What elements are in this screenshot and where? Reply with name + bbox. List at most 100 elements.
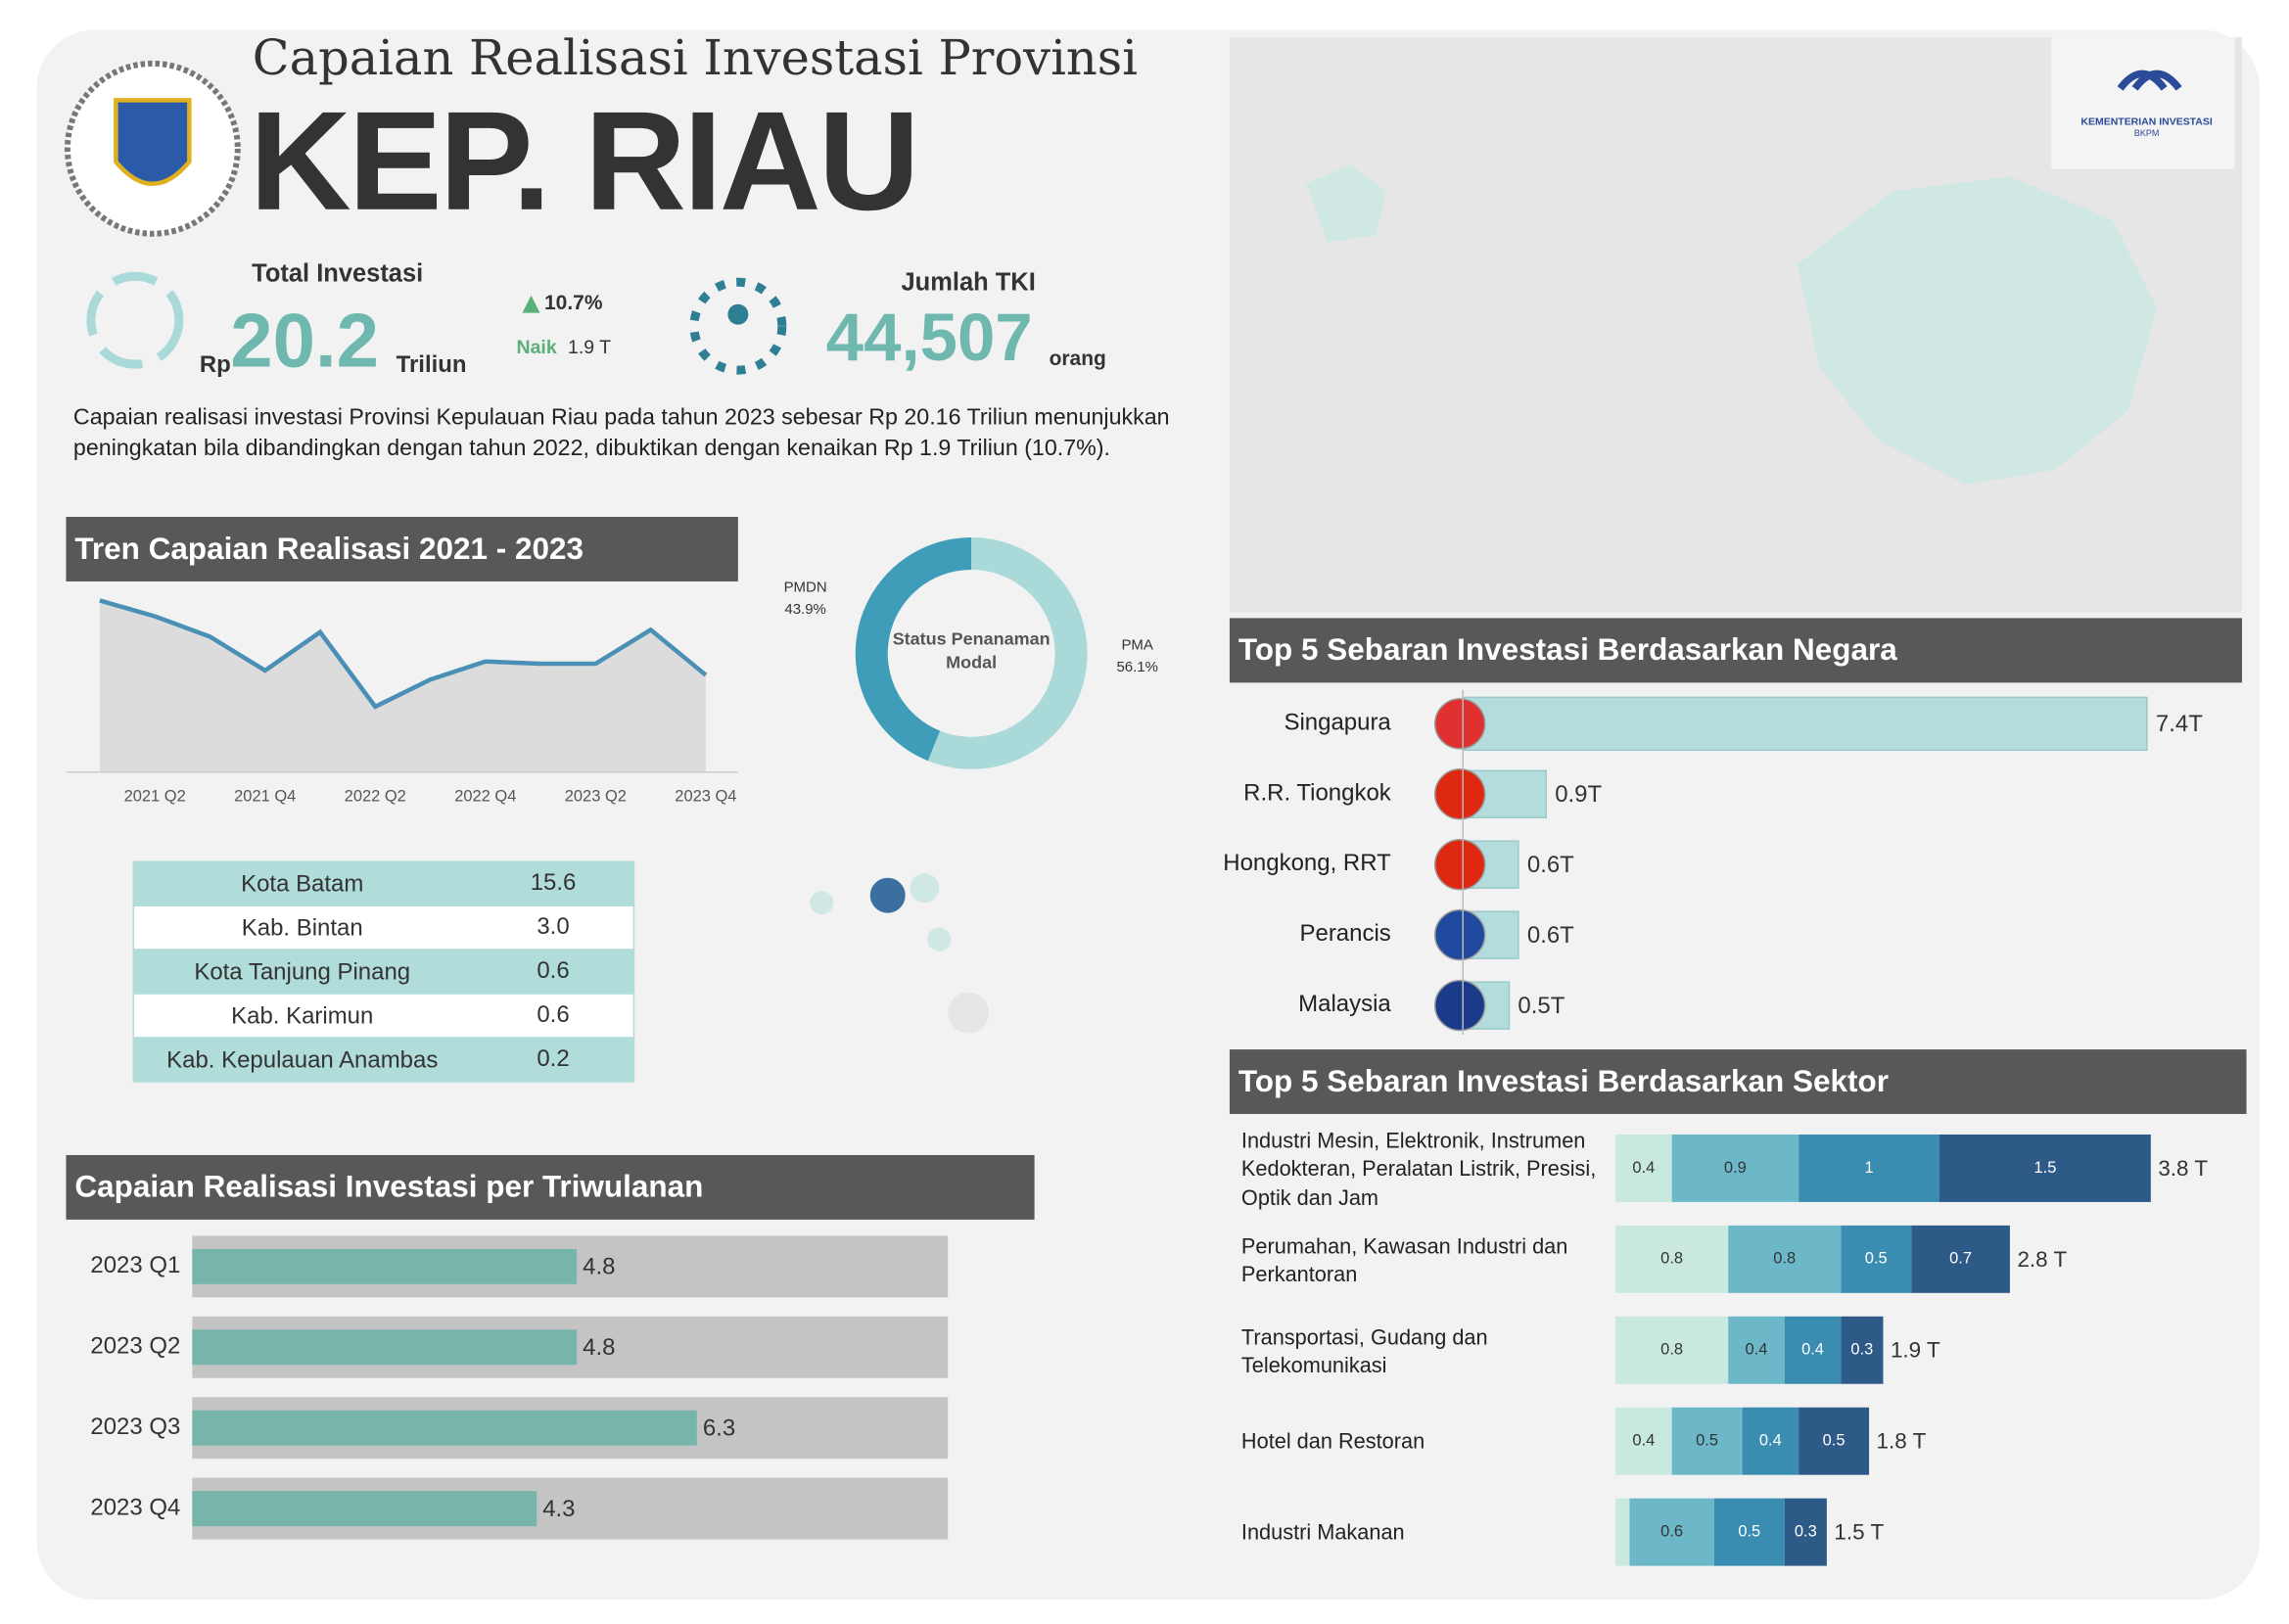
category-label-box: Perancis <box>1299 921 1391 948</box>
category-label: Transportasi, Gudang dan Telekomunikasi <box>1240 1325 1488 1378</box>
investment-icon <box>86 271 184 369</box>
riau-map <box>810 873 990 1034</box>
bar-segment <box>1784 1316 1842 1384</box>
bar-segment <box>1615 1225 1729 1293</box>
bar-segment <box>1615 1498 1630 1566</box>
bar-segment <box>1713 1498 1785 1566</box>
segment-label: 0.4 <box>1632 1432 1655 1450</box>
category-label: 2023 Q3 <box>90 1414 180 1440</box>
category-label: Perumahan, Kawasan Industri dan Perkanto… <box>1240 1234 1568 1287</box>
bar-value-label: 0.6T <box>1527 852 1574 878</box>
donut-center-title: Status Penanaman Modal <box>892 627 1051 673</box>
flag <box>1433 908 1486 961</box>
slice-value: 43.9% <box>784 601 825 618</box>
section-title: Tren Capaian Realisasi 2021 - 2023 <box>74 532 584 566</box>
table-cell: Kab. Karimun <box>231 1002 373 1029</box>
bar-segment <box>1615 1134 1672 1202</box>
table-cell: Kab. Kepulauan Anambas <box>166 1046 438 1073</box>
segment-label: 0.8 <box>1773 1250 1796 1268</box>
bar <box>192 1410 697 1446</box>
section-title: Top 5 Sebaran Investasi Berdasarkan Nega… <box>1238 632 1897 667</box>
table-cell: 0.6 <box>537 1001 569 1028</box>
kpi-growth-amount: 1.9 T <box>568 337 611 358</box>
bar-segment <box>1798 1134 1940 1202</box>
kpi-value: 20.2 <box>230 298 379 384</box>
kpi-label: Jumlah TKI <box>902 268 1036 296</box>
segment-label: 0.4 <box>1759 1432 1782 1450</box>
category-label-box: Transportasi, Gudang dan Telekomunikasi <box>1240 1325 1488 1378</box>
bar <box>192 1329 578 1366</box>
bar-value-label: 4.8 <box>583 1334 615 1361</box>
logo-box <box>2051 36 2235 169</box>
slice-label: PMA <box>1121 636 1152 653</box>
bar-value-label: 4.8 <box>583 1254 615 1280</box>
kpi-label: Total Investasi <box>252 259 423 287</box>
segment-label: 0.5 <box>1823 1432 1845 1450</box>
segment-label: 0.5 <box>1696 1432 1718 1450</box>
donut-slice <box>855 536 972 762</box>
donut-slice <box>927 536 1088 769</box>
segment-label: 1.5 <box>2033 1159 2056 1177</box>
segment-label: 0.5 <box>1738 1522 1760 1540</box>
kpi-unit: Triliun <box>397 351 467 378</box>
bar-segment <box>1671 1134 1799 1202</box>
category-label-box: Malaysia <box>1298 992 1391 1018</box>
table-row <box>132 905 635 951</box>
section-header <box>66 517 738 581</box>
kpi-currency: Rp <box>200 351 231 378</box>
flag <box>1433 698 1486 750</box>
category-label-box: R.R. Tiongkok <box>1243 780 1391 807</box>
bar-segment <box>1728 1316 1785 1384</box>
bar-value-label: 7.4T <box>2156 711 2203 737</box>
table-cell: Kota Batam <box>241 871 363 898</box>
category-label: R.R. Tiongkok <box>1243 780 1391 807</box>
total-label: 1.5 T <box>1834 1520 1884 1545</box>
segment-label: 0.5 <box>1865 1250 1888 1268</box>
map-china <box>1797 176 2158 486</box>
bar-segment <box>1629 1498 1714 1566</box>
category-label-box: Industri Makanan <box>1240 1522 1405 1546</box>
segment-label: 0.4 <box>1801 1341 1824 1359</box>
category-label: Industri Mesin, Elektronik, Instrumen Ke… <box>1240 1130 1597 1211</box>
bar <box>192 1248 578 1284</box>
table-cell: 15.6 <box>531 869 577 896</box>
workers-icon-head <box>727 303 749 325</box>
bar-value-label: 0.6T <box>1527 922 1574 949</box>
bar-value-label: 0.9T <box>1555 781 1602 808</box>
province-title: KEP. RIAU <box>250 83 917 240</box>
flag <box>1433 979 1486 1032</box>
bar-value-label: 0.5T <box>1518 993 1565 1019</box>
section-header <box>66 1154 1035 1220</box>
category-label-box: Hongkong, RRT <box>1223 852 1391 876</box>
section-header <box>1229 1049 2247 1114</box>
category-label: Industri Makanan <box>1240 1522 1405 1546</box>
kpi-unit: orang <box>1050 348 1106 370</box>
bar-segment <box>1615 1316 1729 1384</box>
total-label: 3.8 T <box>2158 1156 2208 1181</box>
description: Capaian realisasi investasi Provinsi Kep… <box>72 405 1170 462</box>
bar <box>1462 696 2148 752</box>
bar-segment <box>1784 1498 1827 1566</box>
category-label: Perancis <box>1299 921 1391 948</box>
subtitle: Capaian Realisasi Investasi Provinsi <box>253 29 1138 86</box>
agency-name: BKPM <box>2134 128 2159 138</box>
section-title: Top 5 Sebaran Investasi Berdasarkan Sekt… <box>1238 1064 1889 1098</box>
bar-segment <box>1798 1407 1870 1475</box>
bar-segment <box>1841 1225 1912 1293</box>
segment-label: 0.8 <box>1660 1341 1683 1359</box>
category-label: Malaysia <box>1298 992 1391 1018</box>
segment-label: 0.6 <box>1660 1522 1683 1540</box>
map-france <box>1305 164 1387 243</box>
category-label-box: Hotel dan Restoran <box>1241 1431 1425 1455</box>
category-label-box: Singapura <box>1284 711 1390 735</box>
bar-value-label: 4.3 <box>542 1496 575 1522</box>
ministry-name: KEMENTERIAN INVESTASI <box>2080 117 2212 128</box>
segment-label: 0.9 <box>1724 1159 1747 1177</box>
total-label: 1.9 T <box>1891 1338 1940 1363</box>
flag <box>1433 838 1486 891</box>
x-tick-label: 2023 Q4 <box>675 788 736 806</box>
segment-label: 0.4 <box>1746 1341 1768 1359</box>
category-label: 2023 Q1 <box>90 1252 180 1278</box>
segment-label: 0.4 <box>1632 1159 1655 1177</box>
